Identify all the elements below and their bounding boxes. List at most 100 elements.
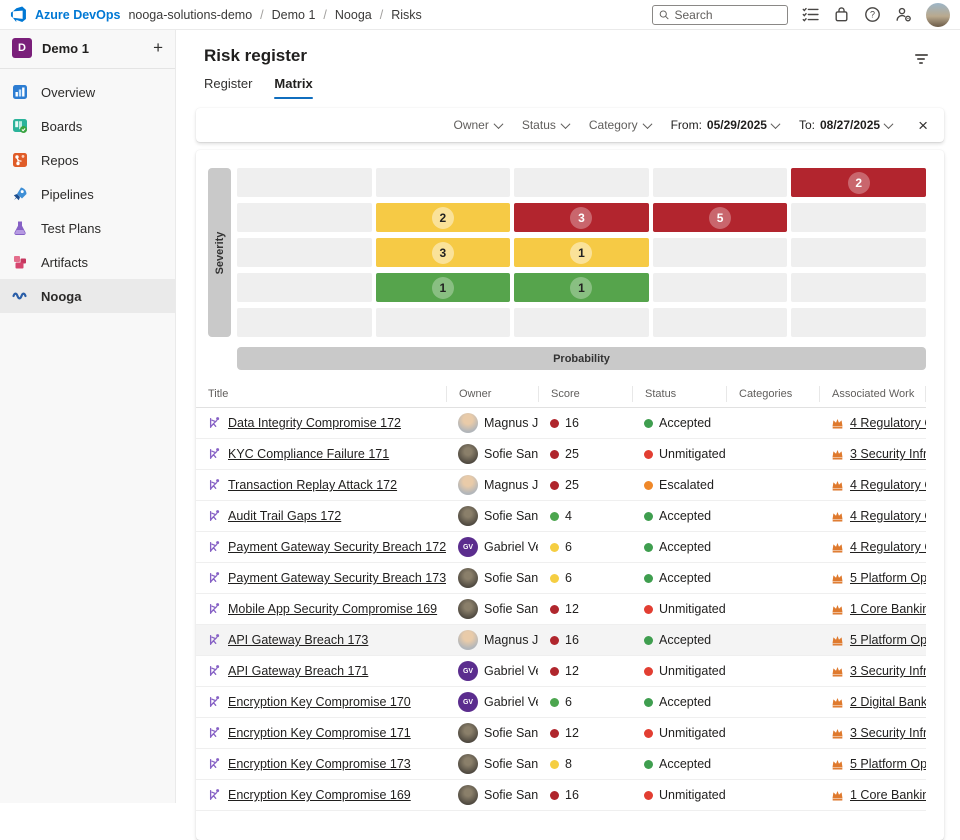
matrix-cell[interactable]	[514, 308, 649, 337]
search-input[interactable]	[674, 7, 781, 22]
help-icon[interactable]: ?	[864, 6, 881, 23]
associated-work-link[interactable]: 1 Core Banking I	[850, 788, 926, 802]
sidebar-item-nooga[interactable]: Nooga	[0, 279, 175, 313]
risk-title-link[interactable]: Audit Trail Gaps 172	[228, 509, 342, 523]
matrix-cell[interactable]	[791, 308, 926, 337]
risk-title-link[interactable]: Encryption Key Compromise 171	[228, 726, 411, 740]
associated-work-link[interactable]: 3 Security Infras	[850, 447, 926, 461]
matrix-cell[interactable]	[652, 168, 788, 197]
brand-title[interactable]: Azure DevOps	[35, 7, 121, 22]
sidebar-item-pipelines[interactable]: Pipelines	[0, 177, 175, 211]
matrix-cell[interactable]: 1	[514, 238, 649, 267]
clear-filters-button[interactable]: ×	[918, 115, 928, 135]
associated-work-link[interactable]: 5 Platform Oper	[850, 633, 926, 647]
add-project-button[interactable]: +	[153, 38, 163, 57]
matrix-cell[interactable]: 1	[375, 273, 511, 302]
risk-title-link[interactable]: Mobile App Security Compromise 169	[228, 602, 438, 616]
to-date-picker[interactable]: To: 08/27/2025	[799, 118, 894, 132]
risk-title-link[interactable]: API Gateway Breach 171	[228, 664, 369, 678]
matrix-cell[interactable]: 1	[514, 273, 649, 302]
matrix-cell[interactable]	[652, 273, 788, 302]
associated-work-link[interactable]: 2 Digital Banking	[850, 695, 926, 709]
matrix-cell[interactable]	[237, 168, 372, 197]
sidebar-item-overview[interactable]: Overview	[0, 75, 175, 109]
status-dot	[644, 604, 653, 614]
score-dot	[550, 542, 559, 552]
matrix-cell[interactable]	[237, 203, 372, 232]
matrix-cell[interactable]	[791, 203, 926, 232]
risk-title-link[interactable]: KYC Compliance Failure 171	[228, 447, 390, 461]
owner-filter-dropdown[interactable]: Owner	[454, 118, 504, 132]
breadcrumb-item[interactable]: Demo 1	[271, 7, 316, 22]
breadcrumb-item[interactable]: nooga-solutions-demo	[128, 7, 253, 22]
breadcrumb-item[interactable]: Risks	[391, 7, 422, 22]
column-header-title[interactable]: Title	[208, 388, 229, 400]
user-avatar[interactable]	[926, 2, 950, 27]
matrix-cell[interactable]: 2	[791, 168, 926, 197]
owner-name: Sofie Sandber	[484, 726, 538, 740]
risk-title-link[interactable]: Payment Gateway Security Breach 172	[228, 540, 446, 554]
risk-title-link[interactable]: Encryption Key Compromise 169	[228, 788, 411, 802]
project-selector[interactable]: D Demo 1 +	[0, 30, 175, 66]
sidebar-item-boards[interactable]: Boards	[0, 109, 175, 143]
associated-work-link[interactable]: 4 Regulatory Co	[850, 509, 926, 523]
column-header-status[interactable]: Status	[632, 386, 726, 402]
associated-work-link[interactable]: 4 Regulatory Co	[850, 416, 926, 430]
filter-funnel-icon[interactable]	[914, 54, 928, 66]
column-header-score[interactable]: Score	[538, 386, 632, 402]
matrix-cell[interactable]	[237, 308, 372, 337]
epic-crown-icon	[832, 418, 843, 429]
matrix-cell[interactable]	[375, 308, 511, 337]
matrix-cell[interactable]	[237, 238, 372, 267]
matrix-cell[interactable]	[375, 168, 511, 197]
matrix-cell[interactable]	[652, 308, 788, 337]
artifacts-icon	[14, 256, 26, 269]
associated-work-link[interactable]: 3 Security Infras	[850, 664, 926, 678]
breadcrumb-item[interactable]: Nooga	[334, 7, 372, 22]
azure-devops-logo-icon[interactable]	[10, 6, 27, 23]
matrix-cell[interactable]	[652, 238, 788, 267]
checklist-icon[interactable]	[802, 6, 819, 23]
score-value: 4	[565, 509, 572, 523]
tab-register[interactable]: Register	[204, 76, 253, 91]
column-header-associated-work[interactable]: Associated Work	[819, 386, 926, 402]
matrix-cell[interactable]	[791, 273, 926, 302]
chevron-down-icon	[560, 118, 571, 129]
risk-work-item-icon	[209, 634, 220, 646]
column-header-owner[interactable]: Owner	[446, 386, 538, 402]
marketplace-bag-icon[interactable]	[833, 6, 850, 23]
from-date-picker[interactable]: From: 05/29/2025	[671, 118, 781, 132]
risk-title-link[interactable]: Data Integrity Compromise 172	[228, 416, 401, 430]
associated-work-link[interactable]: 5 Platform Oper	[850, 757, 926, 771]
risk-title-link[interactable]: Payment Gateway Security Breach 173	[228, 571, 446, 585]
tab-matrix[interactable]: Matrix	[274, 76, 314, 99]
status-filter-dropdown[interactable]: Status	[522, 118, 571, 132]
associated-work-link[interactable]: 5 Platform Oper	[850, 571, 926, 585]
matrix-cell[interactable]: 3	[514, 203, 649, 232]
score-cell: 12	[538, 726, 632, 740]
matrix-cell[interactable]: 2	[375, 203, 511, 232]
matrix-cell[interactable]: 5	[652, 203, 788, 232]
sidebar-item-test-plans[interactable]: Test Plans	[0, 211, 175, 245]
matrix-cell[interactable]	[791, 238, 926, 267]
matrix-cell[interactable]: 3	[375, 238, 511, 267]
risk-title-link[interactable]: Transaction Replay Attack 172	[228, 478, 398, 492]
sidebar-item-artifacts[interactable]: Artifacts	[0, 245, 175, 279]
status-dot	[644, 666, 653, 676]
associated-work-link[interactable]: 4 Regulatory Co	[850, 478, 926, 492]
risk-title-link[interactable]: Encryption Key Compromise 173	[228, 757, 411, 771]
category-filter-dropdown[interactable]: Category	[589, 118, 653, 132]
risk-title-link[interactable]: Encryption Key Compromise 170	[228, 695, 411, 709]
search-box[interactable]	[652, 4, 788, 25]
column-header-categories[interactable]: Categories	[726, 386, 819, 402]
sidebar-item-repos[interactable]: Repos	[0, 143, 175, 177]
score-value: 6	[565, 571, 572, 585]
matrix-cell[interactable]	[237, 273, 372, 302]
matrix-cell[interactable]	[514, 168, 649, 197]
associated-work-link[interactable]: 4 Regulatory Co	[850, 540, 926, 554]
status-label: Unmitigated	[659, 447, 726, 461]
associated-work-link[interactable]: 1 Core Banking I	[850, 602, 926, 616]
associated-work-link[interactable]: 3 Security Infras	[850, 726, 926, 740]
user-settings-icon[interactable]	[895, 6, 912, 23]
risk-title-link[interactable]: API Gateway Breach 173	[228, 633, 369, 647]
